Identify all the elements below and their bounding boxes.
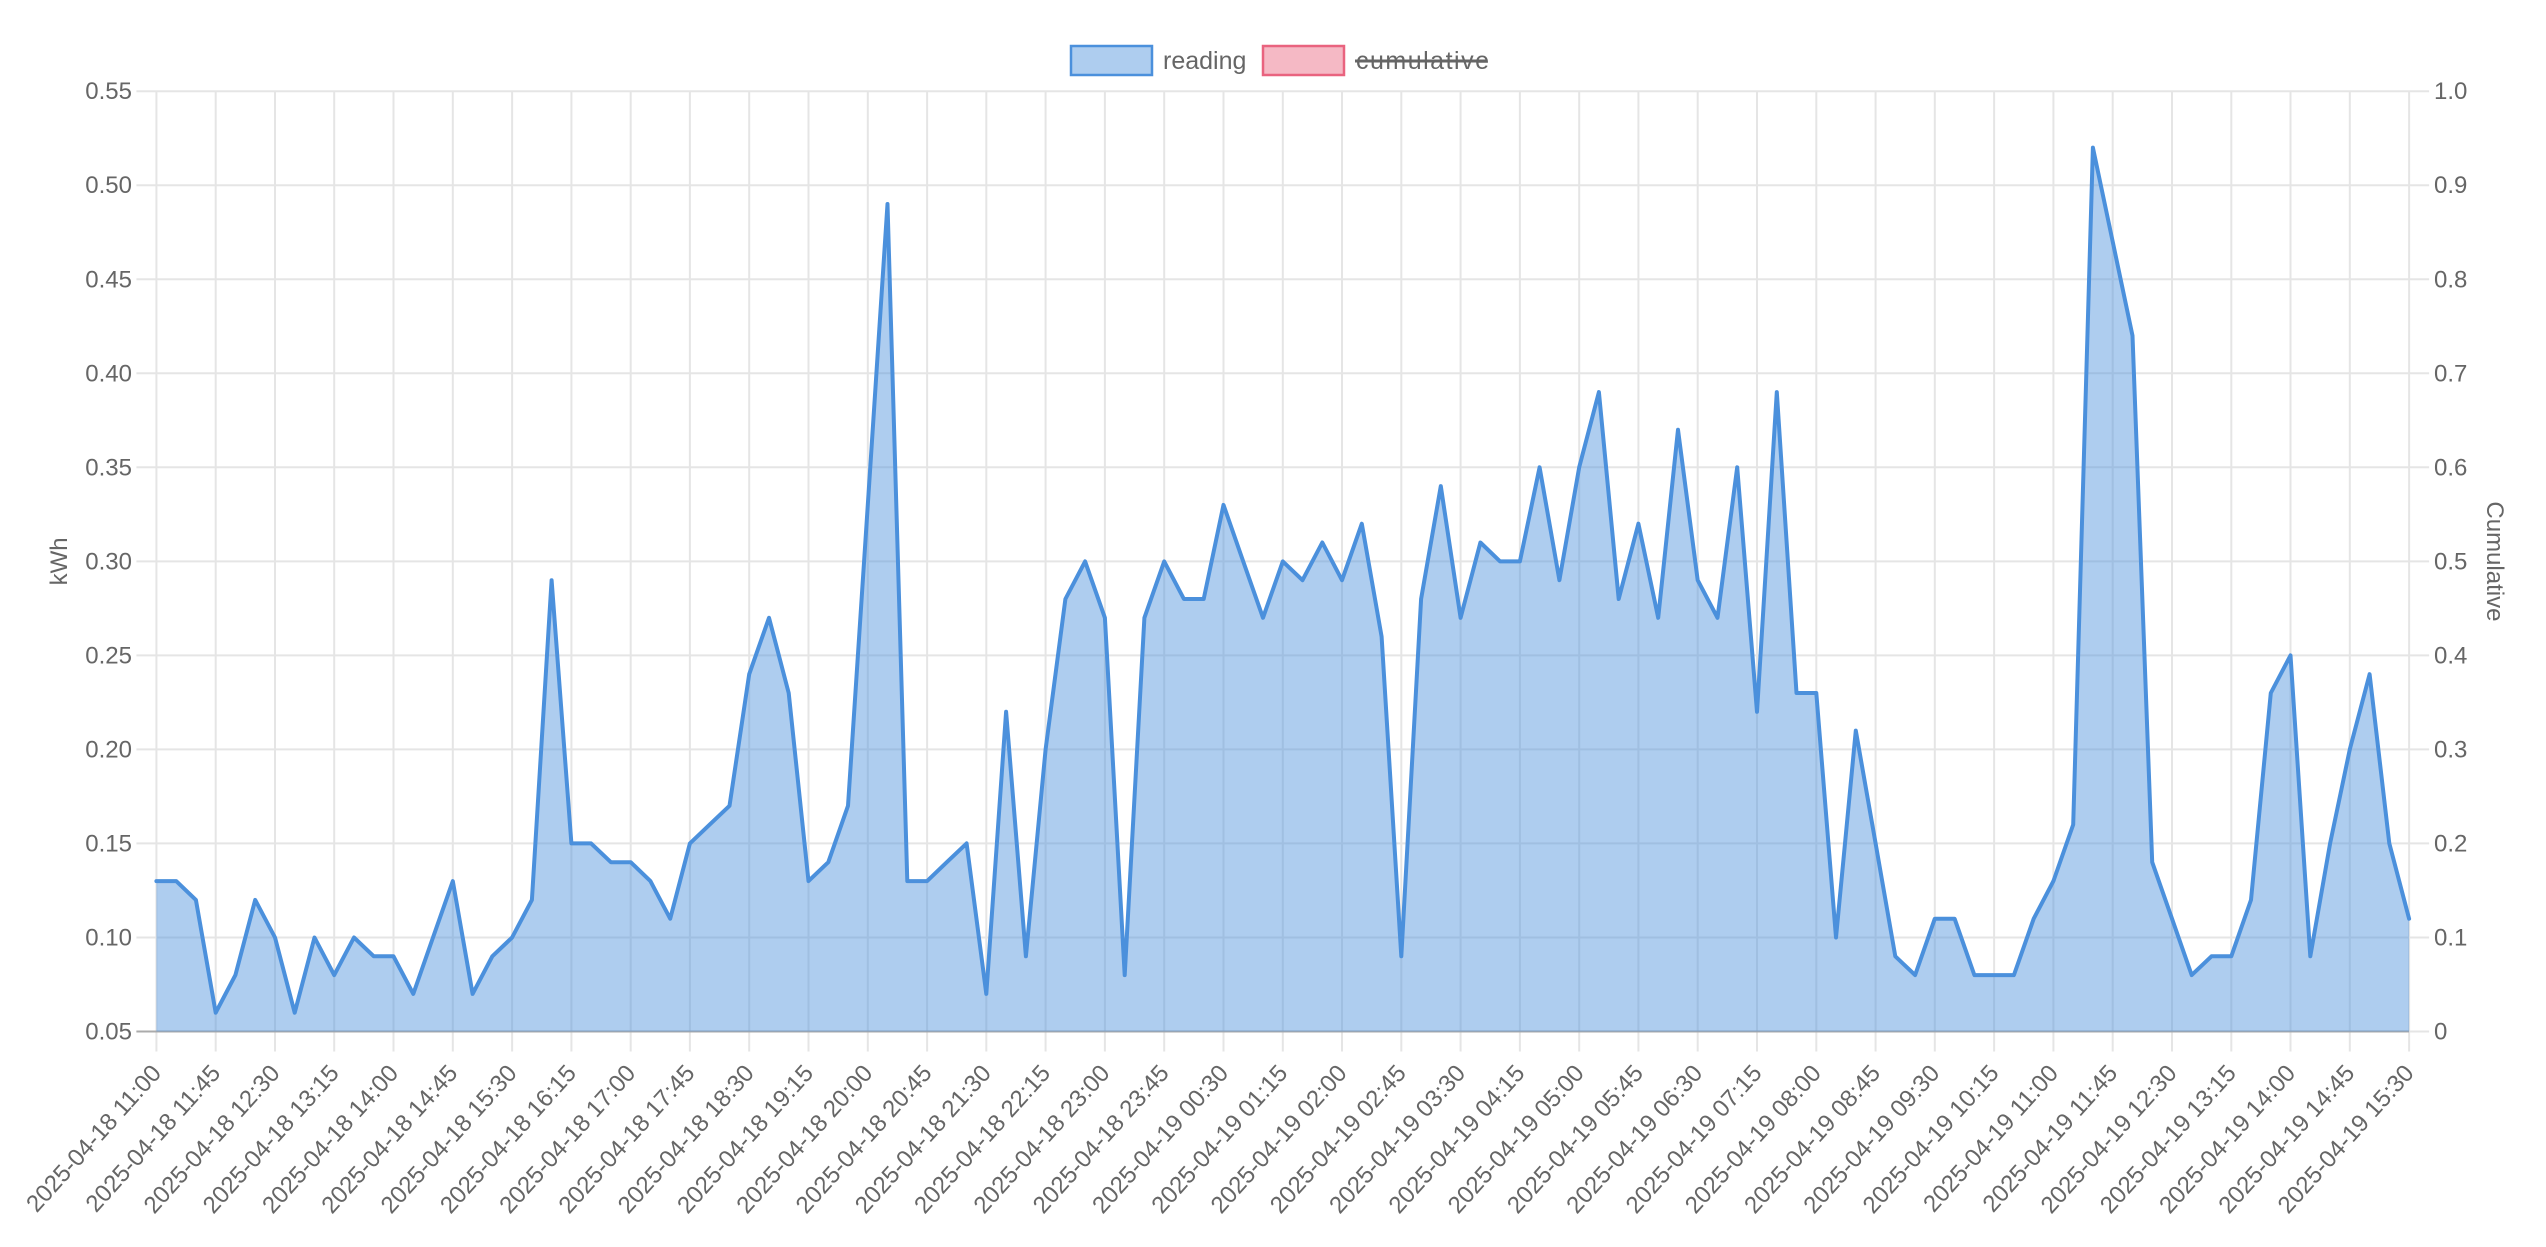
svg-text:0.50: 0.50 — [85, 172, 132, 199]
svg-text:kWh: kWh — [46, 537, 73, 585]
svg-text:0.4: 0.4 — [2434, 642, 2467, 669]
svg-text:0.8: 0.8 — [2434, 266, 2467, 293]
svg-text:0.05: 0.05 — [85, 1019, 132, 1046]
svg-text:1.0: 1.0 — [2434, 78, 2467, 105]
svg-text:0.55: 0.55 — [85, 78, 132, 105]
svg-text:0.3: 0.3 — [2434, 736, 2467, 763]
svg-text:0: 0 — [2434, 1019, 2447, 1046]
svg-text:0.1: 0.1 — [2434, 925, 2467, 952]
svg-text:0.35: 0.35 — [85, 454, 132, 481]
svg-text:0.25: 0.25 — [85, 642, 132, 669]
svg-text:0.5: 0.5 — [2434, 548, 2467, 575]
svg-text:0.20: 0.20 — [85, 736, 132, 763]
svg-text:0.45: 0.45 — [85, 266, 132, 293]
svg-text:reading: reading — [1163, 47, 1246, 75]
svg-text:0.6: 0.6 — [2434, 454, 2467, 481]
svg-text:0.30: 0.30 — [85, 548, 132, 575]
svg-text:0.7: 0.7 — [2434, 360, 2467, 387]
svg-text:0.15: 0.15 — [85, 830, 132, 857]
svg-text:0.40: 0.40 — [85, 360, 132, 387]
svg-text:0.9: 0.9 — [2434, 172, 2467, 199]
svg-text:0.2: 0.2 — [2434, 830, 2467, 857]
svg-text:Cumulative: Cumulative — [2481, 501, 2508, 621]
svg-text:0.10: 0.10 — [85, 925, 132, 952]
